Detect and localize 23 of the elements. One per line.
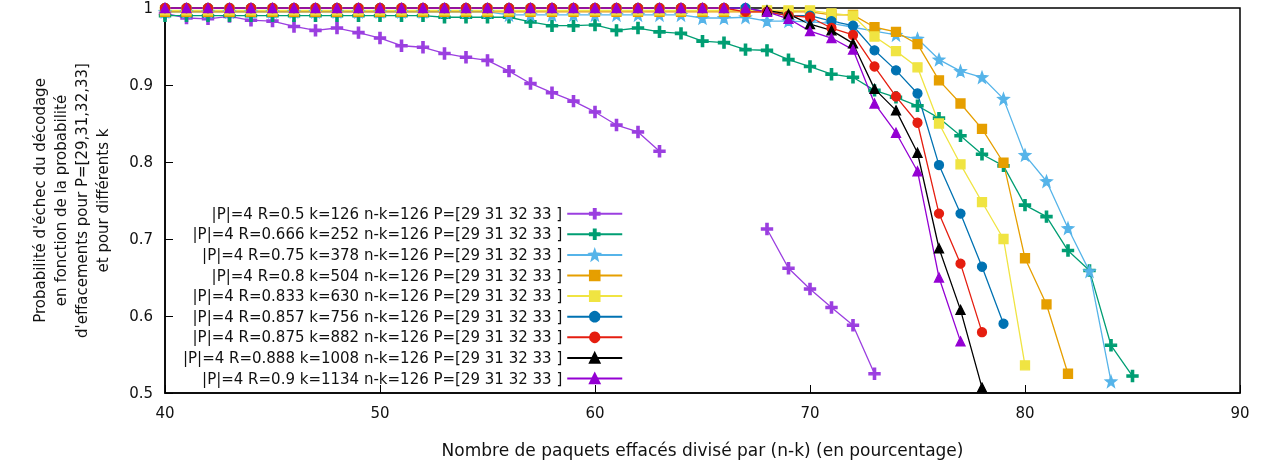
y-tick-label: 1 [143, 0, 153, 17]
x-tick-label: 70 [800, 403, 820, 422]
legend-label: |P|=4 R=0.5 k=126 n-k=126 P=[29 31 32 33 ] [211, 204, 563, 223]
y-tick-label: 0.5 [129, 384, 153, 402]
legend-label: |P|=4 R=0.75 k=378 n-k=126 P=[29 31 32 33 ] [202, 245, 563, 264]
x-tick-label: 90 [1230, 403, 1250, 422]
legend-label: |P|=4 R=0.857 k=756 n-k=126 P=[29 31 32 33 ] [192, 307, 563, 326]
legend-label: |P|=4 R=0.9 k=1134 n-k=126 P=[29 31 32 33 ] [202, 369, 563, 388]
legend-label: |P|=4 R=0.8 k=504 n-k=126 P=[29 31 32 33 ] [211, 266, 563, 285]
y-tick-label: 0.7 [129, 230, 153, 248]
x-axis-title: Nombre de paquets effacés divisé par (n-k) (en pourcentage) [441, 439, 964, 460]
x-tick-label: 80 [1015, 403, 1035, 422]
legend-label: |P|=4 R=0.875 k=882 n-k=126 P=[29 31 32 33 ] [192, 328, 563, 347]
y-tick-label: 0.9 [129, 76, 153, 94]
legend-label: |P|=4 R=0.666 k=252 n-k=126 P=[29 31 32 33 ] [192, 225, 563, 244]
x-tick-label: 60 [585, 403, 605, 422]
x-tick-label: 40 [155, 403, 175, 422]
legend-label: |P|=4 R=0.888 k=1008 n-k=126 P=[29 31 32 33 ] [182, 348, 563, 367]
y-tick-label: 0.8 [129, 153, 153, 171]
y-axis-title: Probabilité d'échec du décodage en fonction de la probabilité d'effacements pour P=[29,31,32,33] et pour différents k [30, 63, 112, 338]
x-tick-label: 50 [370, 403, 390, 422]
y-tick-label: 0.6 [129, 307, 153, 325]
legend-label: |P|=4 R=0.833 k=630 n-k=126 P=[29 31 32 33 ] [192, 287, 563, 306]
